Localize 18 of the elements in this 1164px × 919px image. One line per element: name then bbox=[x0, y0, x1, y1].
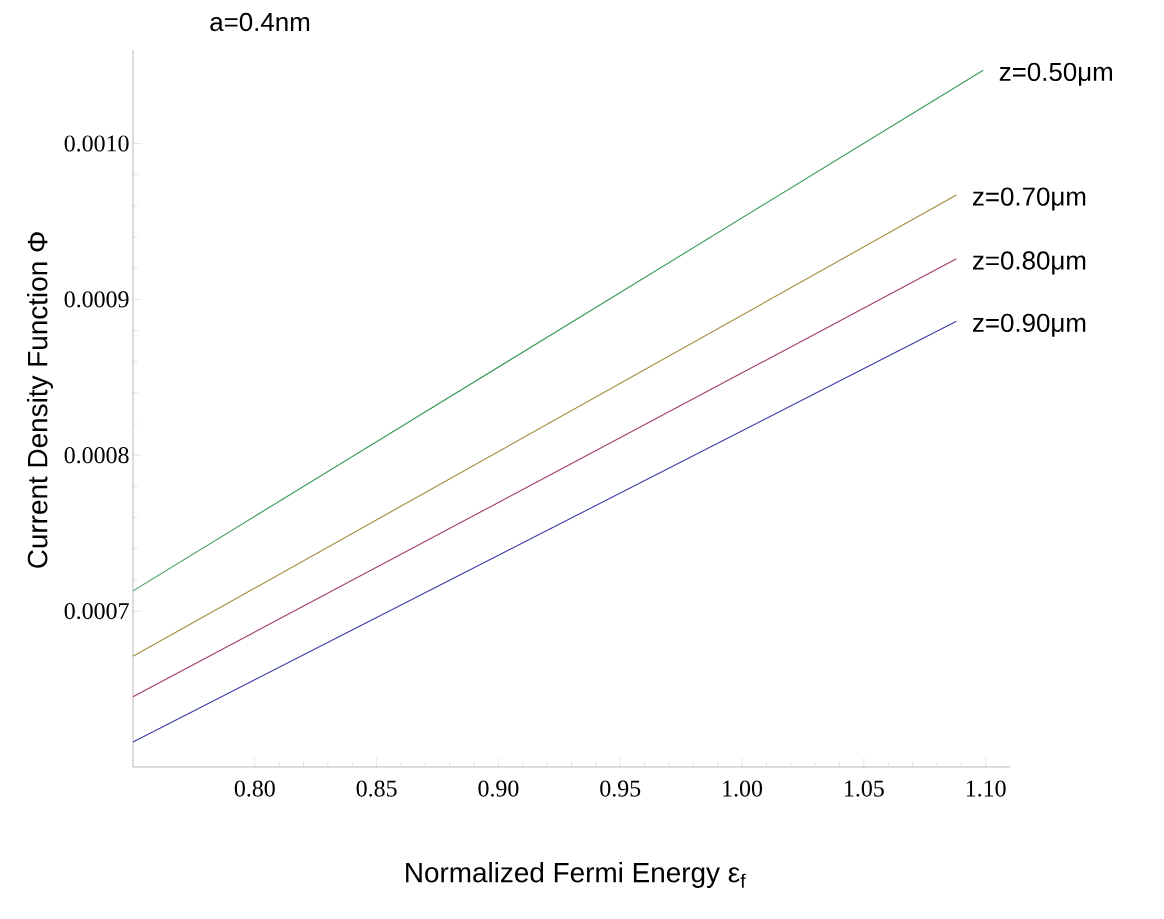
chart-title: a=0.4nm bbox=[210, 12, 310, 32]
y-tick-label: 0.0007 bbox=[64, 602, 129, 620]
x-tick-label: 0.90 bbox=[478, 780, 519, 797]
x-tick-label: 0.85 bbox=[356, 780, 397, 797]
series-label: z=0.90μm bbox=[972, 313, 1086, 337]
x-tick-label: 1.00 bbox=[723, 780, 763, 797]
series-label: z=0.70μm bbox=[972, 187, 1086, 211]
x-axis-title: Normalized Fermi Energy ε$_{f}$ bbox=[406, 861, 746, 888]
y-tick-label: 0.0010 bbox=[64, 135, 129, 152]
x-tick-label: 0.80 bbox=[234, 780, 275, 797]
y-tick-label: 0.0008 bbox=[64, 447, 129, 464]
y-axis-title: Current Density Function Φ bbox=[27, 232, 53, 568]
x-tick-label: 1.05 bbox=[845, 780, 884, 797]
x-tick-label: 0.95 bbox=[600, 780, 641, 797]
y-tick-label: 0.0009 bbox=[64, 291, 129, 308]
x-tick-label: 1.10 bbox=[966, 780, 1006, 797]
series-label: z=0.50μm bbox=[999, 62, 1113, 86]
series-label: z=0.80μm bbox=[972, 251, 1086, 275]
